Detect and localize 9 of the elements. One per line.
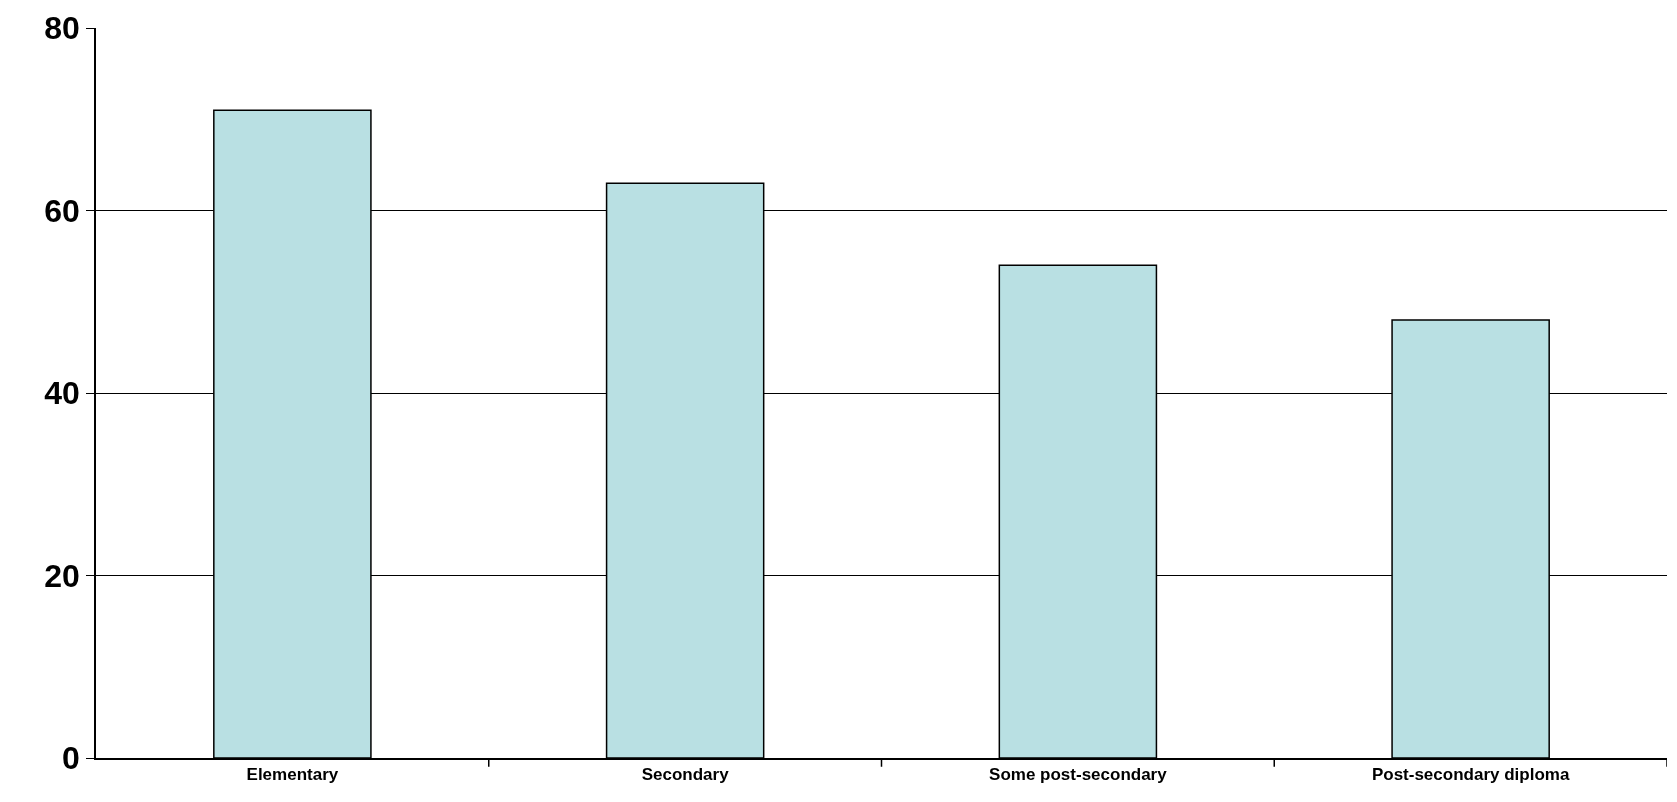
y-tick-label: 40 [44, 375, 80, 412]
x-tick-label: Secondary [641, 765, 730, 785]
x-tick-label: Some post-secondary [989, 765, 1168, 785]
y-tick-label: 80 [44, 10, 80, 47]
y-tick-label: 0 [62, 740, 80, 777]
x-tick-label: Elementary [246, 765, 339, 785]
y-tick-label: 60 [44, 192, 80, 229]
y-tick-label: 20 [44, 557, 80, 594]
x-tick-label: Post-secondary diploma [1371, 765, 1570, 785]
